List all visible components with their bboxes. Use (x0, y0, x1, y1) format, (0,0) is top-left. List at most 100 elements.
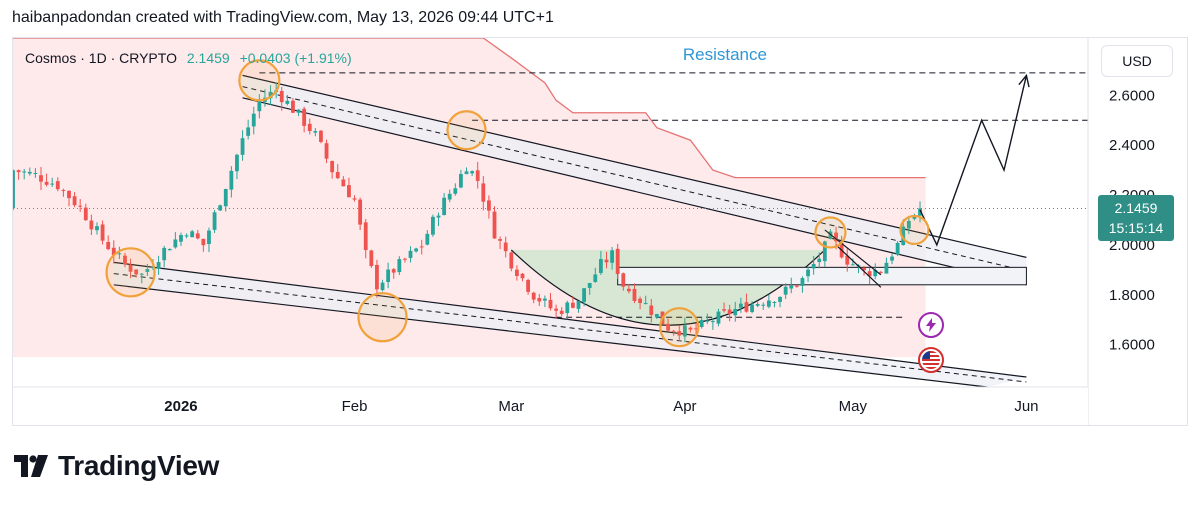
price-chart[interactable]: 1.60001.80002.00002.20002.40002.60002026… (13, 38, 1188, 426)
legend-symbol: Cosmos · 1D · CRYPTO (25, 50, 177, 66)
candle-body (470, 171, 475, 174)
channel-fill-1 (113, 262, 1027, 387)
candle-body (537, 298, 542, 302)
candle-body (750, 304, 754, 312)
candle-body (190, 231, 195, 238)
candle-body (78, 205, 83, 207)
candle-body (688, 327, 693, 330)
candle-body (447, 193, 452, 200)
highlight-circle (899, 214, 930, 246)
candle-body (598, 259, 603, 273)
price-tick-label: 1.6000 (1109, 337, 1155, 354)
candle-body (240, 138, 245, 155)
candle-body (526, 279, 531, 292)
candle-body (906, 220, 911, 229)
candle-body (123, 255, 127, 265)
channel-upper-1 (113, 261, 1027, 378)
candle-body (162, 247, 167, 261)
brand-name: TradingView (58, 450, 220, 481)
candle-body (425, 233, 430, 245)
candle-body (268, 91, 273, 99)
candle-body (867, 271, 872, 277)
candle-body (111, 247, 116, 256)
candle-body (738, 303, 743, 308)
candle-body (677, 331, 682, 336)
candle-body (806, 269, 810, 277)
last-price-tag: 2.1459 15:15:14 (1098, 194, 1174, 241)
candle-body (50, 183, 55, 185)
candle-body (710, 321, 715, 323)
time-tick-label: Apr (673, 398, 696, 415)
candles (13, 82, 922, 343)
candle-body (44, 181, 49, 185)
us-flag-icon[interactable] (918, 346, 945, 373)
chart-frame[interactable]: 1.60001.80002.00002.20002.40002.60002026… (12, 37, 1188, 426)
time-tick-label: Jun (1014, 398, 1038, 415)
candle-body (727, 309, 732, 315)
candle-body (918, 208, 922, 216)
candle-body (391, 269, 396, 273)
candle-body (246, 127, 251, 136)
currency-button[interactable]: USD (1101, 45, 1173, 77)
candle-body (492, 211, 497, 239)
candle-body (705, 320, 710, 322)
candle-body (307, 123, 312, 131)
candle-body (145, 269, 150, 272)
candle-body (716, 311, 721, 324)
candle-body (811, 263, 816, 269)
time-axis: 2026 Feb Mar Apr May Jun (13, 386, 1088, 425)
candle-body (632, 288, 637, 301)
bar-countdown: 15:15:14 (1108, 219, 1164, 236)
candle-body (22, 171, 27, 173)
candle-body (134, 269, 139, 275)
candle-body (610, 250, 614, 263)
price-tick-label: 2.4000 (1109, 137, 1155, 154)
candle-body (324, 143, 329, 159)
candle-body (128, 264, 133, 272)
candle-body (67, 190, 71, 199)
candle-body (151, 267, 155, 269)
time-tick-label: May (839, 398, 868, 415)
candle-body (369, 250, 374, 267)
candle-body (156, 262, 161, 269)
candle-body (380, 282, 385, 291)
candle-body (733, 308, 738, 316)
candle-body (498, 239, 503, 241)
candle-body (565, 302, 570, 314)
candle-body (414, 248, 419, 252)
candle-body (604, 259, 609, 263)
candle-body (184, 235, 189, 237)
candle-body (755, 303, 760, 306)
candle-body (626, 288, 631, 292)
highlight-circle (659, 307, 700, 348)
highlight-circle (446, 110, 487, 151)
candle-body (772, 301, 777, 303)
candle-body (638, 298, 642, 303)
candle-body (531, 292, 536, 300)
candle-body (61, 190, 66, 192)
candle-body (503, 242, 508, 252)
price-tick-label: 1.8000 (1109, 287, 1155, 304)
brand: TradingView (14, 450, 219, 482)
candle-body (520, 273, 525, 279)
candle-body (548, 299, 553, 309)
candle-body (212, 212, 217, 230)
candle-body (559, 310, 564, 314)
price-tick-label: 2.0000 (1109, 237, 1155, 254)
projection-path (919, 75, 1028, 247)
range-box (617, 266, 1027, 286)
candle-body (291, 100, 295, 113)
breakdown-trendline (835, 244, 882, 288)
candle-body (671, 330, 676, 332)
highlight-circle (814, 216, 847, 249)
candle-body (436, 215, 441, 218)
header-caption: haibanpadondan created with TradingView.… (12, 9, 554, 26)
candle-body (352, 198, 357, 200)
candle-body (873, 269, 878, 277)
lightning-icon[interactable] (918, 311, 945, 338)
candle-body (890, 256, 894, 261)
channel-mid-1 (113, 273, 1027, 383)
candle-body (822, 241, 827, 262)
candle-body (201, 238, 206, 246)
candle-body (459, 174, 463, 188)
